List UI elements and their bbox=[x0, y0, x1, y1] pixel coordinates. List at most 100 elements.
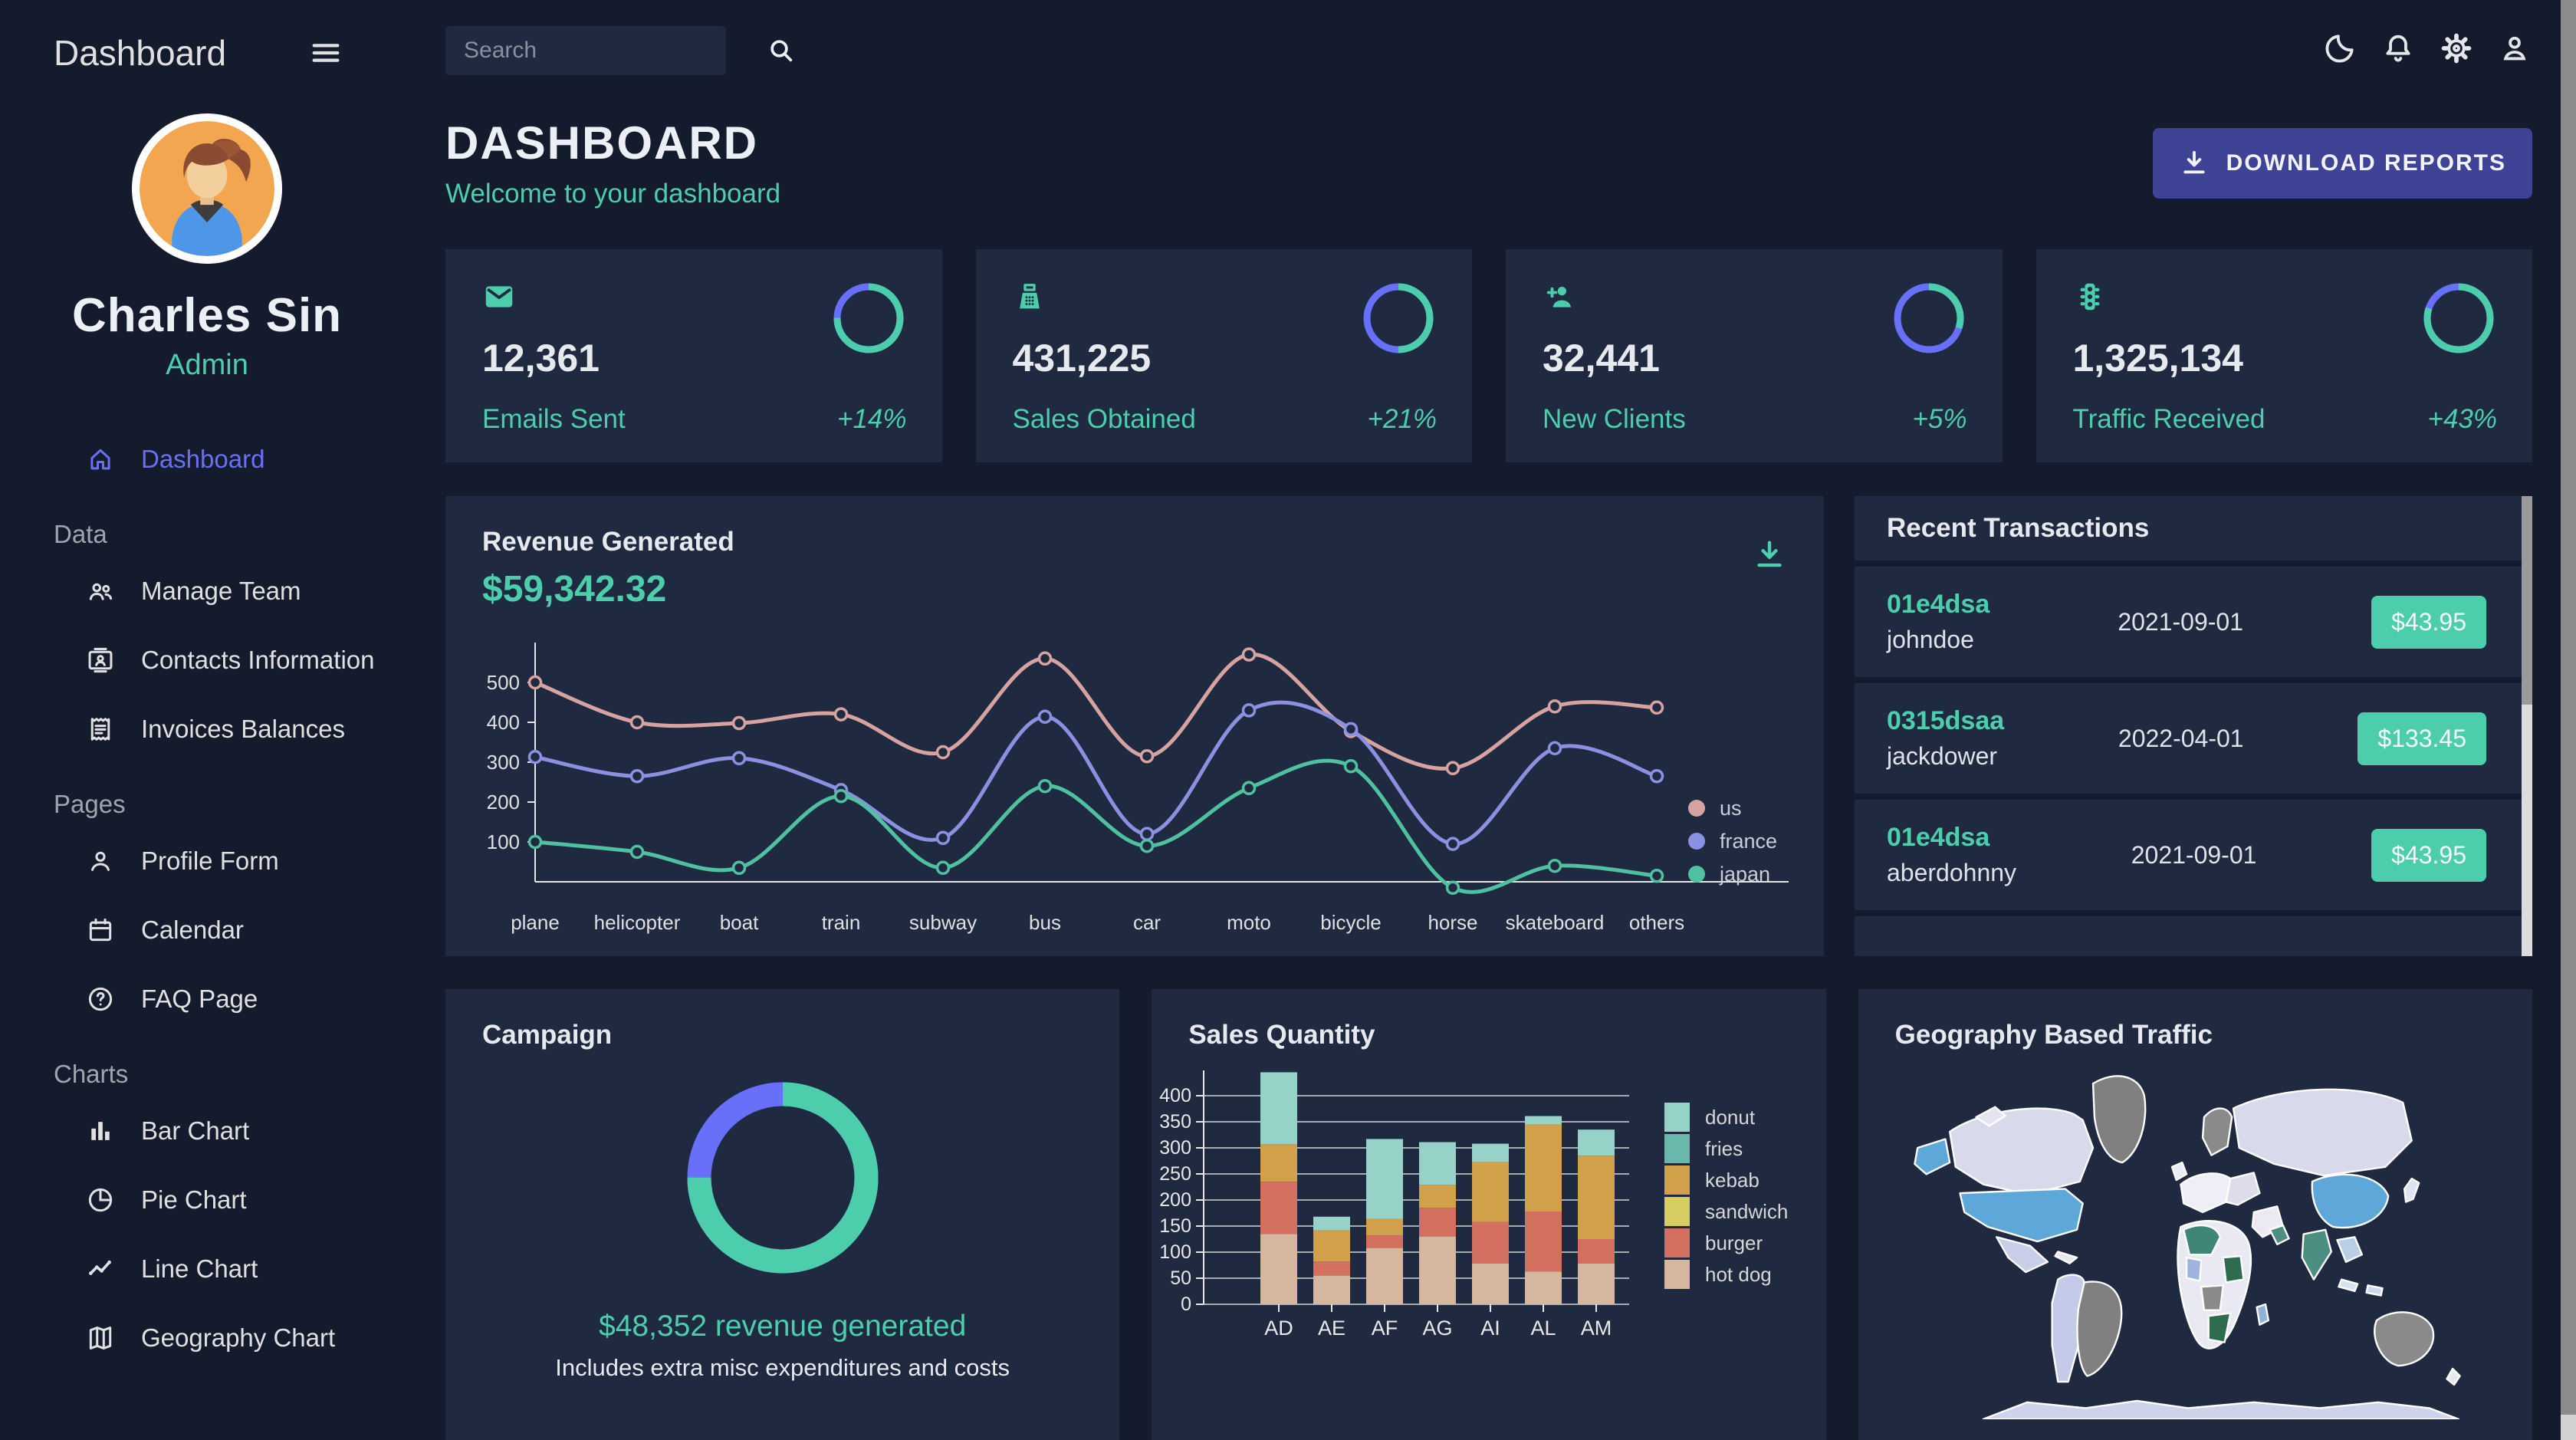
svg-text:sandwich: sandwich bbox=[1705, 1200, 1788, 1223]
sidebar-item-pie-chart[interactable]: Pie Chart bbox=[0, 1165, 414, 1235]
svg-text:japan: japan bbox=[1719, 863, 1770, 886]
search-input[interactable] bbox=[464, 38, 760, 64]
profile-icon[interactable] bbox=[2497, 31, 2532, 66]
menu-icon[interactable] bbox=[308, 35, 343, 71]
svg-text:hot dog: hot dog bbox=[1705, 1263, 1772, 1286]
sales-title: Sales Quantity bbox=[1188, 1020, 1375, 1050]
svg-text:us: us bbox=[1720, 797, 1742, 820]
stat-delta: +21% bbox=[1367, 404, 1438, 434]
sidebar-item-geography-chart[interactable]: Geography Chart bbox=[0, 1304, 414, 1373]
revenue-title: Revenue Generated bbox=[482, 527, 734, 557]
svg-text:100: 100 bbox=[487, 830, 520, 853]
svg-text:AG: AG bbox=[1423, 1317, 1453, 1340]
sidebar-item-dashboard[interactable]: Dashboard bbox=[0, 425, 414, 494]
topbar bbox=[445, 26, 2532, 75]
svg-text:AD: AD bbox=[1265, 1317, 1294, 1340]
stat-card-emails-sent: 12,361 Emails Sent +14% bbox=[445, 249, 942, 462]
contacts-icon bbox=[88, 647, 113, 673]
stat-value: 12,361 bbox=[482, 337, 600, 380]
svg-text:france: france bbox=[1720, 830, 1777, 853]
amount-badge: $43.95 bbox=[2371, 595, 2486, 649]
svg-text:50: 50 bbox=[1171, 1267, 1192, 1289]
svg-text:bus: bus bbox=[1029, 911, 1061, 934]
transactions-title: Recent Transactions bbox=[1887, 513, 2150, 543]
svg-text:400: 400 bbox=[487, 711, 520, 734]
map-icon bbox=[89, 1327, 112, 1350]
svg-text:horse: horse bbox=[1428, 911, 1477, 934]
download-icon[interactable] bbox=[1752, 538, 1787, 573]
stat-label: Sales Obtained bbox=[1012, 404, 1196, 434]
svg-text:500: 500 bbox=[487, 671, 520, 694]
stat-card-new-clients: 32,441 New Clients +5% bbox=[1506, 249, 2003, 462]
person-add-icon bbox=[1546, 286, 1572, 307]
people-icon bbox=[89, 583, 113, 600]
section-heading-charts: Charts bbox=[54, 1060, 129, 1088]
sidebar-item-faq-page[interactable]: FAQ Page bbox=[0, 965, 414, 1034]
amount-badge: $133.45 bbox=[2358, 712, 2486, 765]
svg-text:others: others bbox=[1629, 911, 1684, 934]
svg-text:helicopter: helicopter bbox=[594, 911, 681, 934]
download-icon bbox=[2183, 150, 2205, 173]
avatar[interactable] bbox=[132, 113, 282, 264]
dark-mode-icon[interactable] bbox=[2322, 31, 2358, 66]
campaign-subcaption: Includes extra misc expenditures and cos… bbox=[555, 1354, 1010, 1381]
stat-label: New Clients bbox=[1543, 404, 1686, 434]
pie-chart-icon bbox=[88, 1188, 113, 1212]
revenue-amount: $59,342.32 bbox=[482, 569, 667, 610]
svg-text:subway: subway bbox=[909, 911, 977, 934]
stat-delta: +14% bbox=[837, 404, 907, 434]
sidebar-item-invoices-balances[interactable]: Invoices Balances bbox=[0, 695, 414, 764]
email-icon bbox=[485, 286, 513, 307]
stat-value: 431,225 bbox=[1012, 337, 1152, 380]
user-role: Admin bbox=[166, 349, 248, 381]
stat-delta: +5% bbox=[1912, 404, 1967, 434]
svg-text:0: 0 bbox=[1181, 1294, 1191, 1315]
main-content: DASHBOARD Welcome to your dashboard DOWN… bbox=[414, 0, 2561, 1440]
download-reports-button[interactable]: DOWNLOAD REPORTS bbox=[2152, 127, 2532, 199]
search-box bbox=[445, 26, 793, 75]
svg-text:plane: plane bbox=[511, 911, 560, 934]
svg-text:skateboard: skateboard bbox=[1506, 911, 1605, 934]
svg-text:250: 250 bbox=[1160, 1163, 1192, 1185]
svg-text:300: 300 bbox=[1160, 1137, 1192, 1159]
svg-text:moto: moto bbox=[1227, 911, 1271, 934]
traffic-icon bbox=[2080, 283, 2099, 311]
svg-text:AI: AI bbox=[1481, 1317, 1501, 1340]
person-icon bbox=[91, 851, 110, 871]
campaign-title: Campaign bbox=[482, 1020, 613, 1050]
receipt-icon bbox=[90, 718, 110, 741]
page-subtitle: Welcome to your dashboard bbox=[445, 179, 781, 209]
sidebar-item-bar-chart[interactable]: Bar Chart bbox=[0, 1096, 414, 1165]
settings-icon[interactable] bbox=[2439, 31, 2474, 66]
sales-quantity-panel: Sales Quantity 0 50 100 150 200 250 300 350 400 A… bbox=[1152, 989, 1826, 1440]
revenue-line-chart: 100 200 300 400 500 plane helicopter boat train s… bbox=[482, 612, 1789, 956]
transactions-scrollbar[interactable] bbox=[2522, 496, 2532, 956]
app-title: Dashboard bbox=[54, 33, 227, 73]
svg-text:200: 200 bbox=[487, 791, 520, 814]
recent-transactions-panel: Recent Transactions 01e4dsa johndoe 2021-… bbox=[1855, 496, 2532, 956]
point-of-sale-icon bbox=[1019, 284, 1040, 309]
svg-text:200: 200 bbox=[1160, 1189, 1192, 1211]
transaction-row: 01e4dsa aberdohnny 2021-09-01 $43.95 bbox=[1855, 800, 2532, 910]
transaction-row: 01e4dsa johndoe 2021-09-01 $43.95 bbox=[1855, 567, 2532, 677]
sales-bar-chart: 0 50 100 150 200 250 300 350 400 AD AE AF AG AI AL AM do… bbox=[1160, 1063, 1789, 1385]
progress-circle bbox=[1894, 283, 1963, 353]
search-icon[interactable] bbox=[766, 35, 797, 66]
svg-text:bicycle: bicycle bbox=[1320, 911, 1381, 934]
sidebar-item-calendar[interactable]: Calendar bbox=[0, 896, 414, 965]
svg-text:AL: AL bbox=[1531, 1317, 1556, 1340]
campaign-donut-chart bbox=[482, 1077, 1083, 1279]
notifications-icon[interactable] bbox=[2380, 31, 2416, 66]
stat-value: 1,325,134 bbox=[2072, 337, 2243, 380]
geography-title: Geography Based Traffic bbox=[1894, 1020, 2213, 1050]
sidebar-item-contacts-information[interactable]: Contacts Information bbox=[0, 626, 414, 695]
sidebar-item-line-chart[interactable]: Line Chart bbox=[0, 1235, 414, 1304]
window-scrollbar[interactable] bbox=[2561, 0, 2576, 1440]
svg-text:AF: AF bbox=[1372, 1317, 1398, 1340]
stat-value: 32,441 bbox=[1543, 337, 1660, 380]
sidebar-item-manage-team[interactable]: Manage Team bbox=[0, 557, 414, 626]
sidebar-item-profile-form[interactable]: Profile Form bbox=[0, 827, 414, 896]
svg-text:AE: AE bbox=[1318, 1317, 1346, 1340]
stat-card-traffic-received: 1,325,134 Traffic Received +43% bbox=[2036, 249, 2532, 462]
svg-text:fries: fries bbox=[1705, 1137, 1743, 1160]
